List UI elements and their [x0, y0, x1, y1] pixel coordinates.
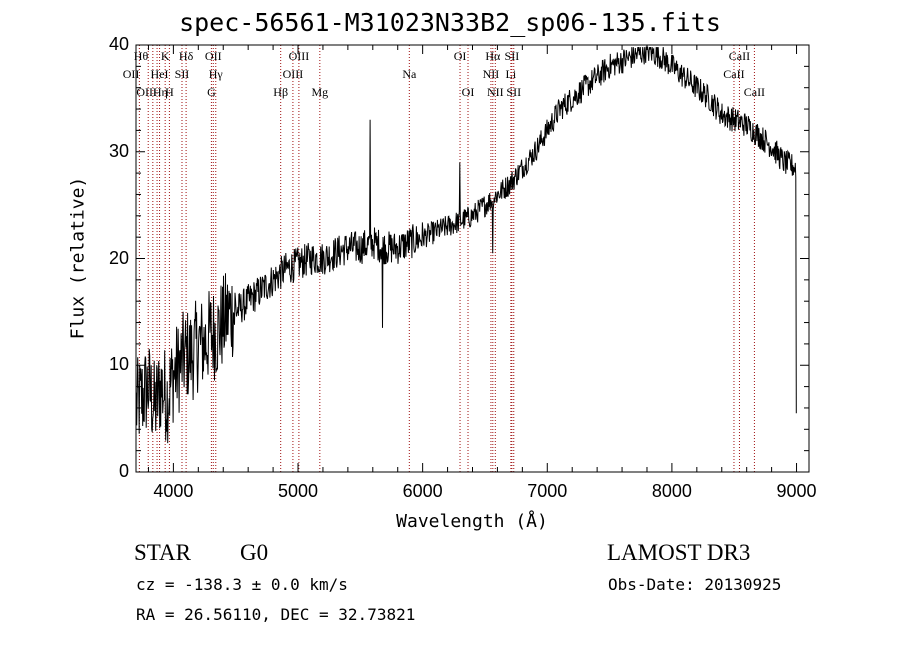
x-tick-label: 7000 — [527, 481, 568, 501]
line-marker-label-22: Hβ — [273, 85, 288, 99]
line-marker-label-19: Hη — [153, 85, 168, 99]
x-tick-label: 9000 — [776, 481, 817, 501]
line-marker-label-10: HeI — [151, 67, 169, 81]
axis-ticks — [136, 44, 809, 473]
line-marker-label-24: OI — [462, 85, 475, 99]
line-marker-label-0: Hθ — [134, 49, 149, 63]
line-marker-label-6: Hα — [485, 49, 501, 63]
line-marker-label-23: Mg — [311, 85, 328, 99]
x-axis-label: Wavelength (Å) — [396, 511, 548, 532]
x-tick-label: 5000 — [277, 481, 319, 501]
line-marker-label-4: OIII — [289, 49, 310, 63]
cz-value: cz = -138.3 ± 0.0 km/s — [136, 575, 348, 594]
line-marker-label-14: Na — [402, 67, 417, 81]
line-marker-label-1: K — [161, 49, 170, 63]
line-marker-label-8: CaII — [729, 49, 750, 63]
line-marker-label-18: OIII — [136, 85, 157, 99]
line-marker-label-11: SII — [175, 67, 190, 81]
line-marker-label-5: OI — [454, 49, 467, 63]
line-marker-label-9: OII — [123, 67, 140, 81]
x-tick-label: 8000 — [651, 481, 692, 501]
line-marker-label-17: CaII — [723, 67, 744, 81]
line-marker-label-2: Hδ — [179, 49, 194, 63]
line-markers — [138, 45, 755, 472]
y-axis-label: Flux (relative) — [67, 176, 89, 340]
line-marker-labels: Hθ K Hδ OII OIII OI Hα SII CaII OII HeI SII Hγ OIII Na… — [123, 49, 765, 99]
object-class: STAR — [134, 540, 191, 565]
y-tick-label: 40 — [108, 34, 129, 54]
x-tick-label: 4000 — [153, 481, 194, 501]
line-marker-label-25: NII — [487, 85, 504, 99]
object-subclass: G0 — [240, 540, 269, 565]
plot-frame — [135, 44, 810, 473]
chart-title: spec-56561-M31023N33B2_sp06-135.fits — [179, 8, 721, 37]
y-tick-label: 10 — [108, 354, 129, 375]
y-tick-label: 30 — [108, 140, 129, 161]
line-marker-label-20: H — [165, 85, 174, 99]
line-marker-label-21: G — [207, 85, 216, 99]
line-marker-label-15: NII — [483, 67, 500, 81]
line-marker-label-26: SII — [506, 85, 521, 99]
y-tick-label: 0 — [118, 461, 129, 481]
obs-date: Obs-Date: 20130925 — [608, 575, 782, 594]
spectrum-series — [135, 46, 797, 444]
line-marker-label-16: Li — [506, 67, 517, 81]
x-tick-label: 6000 — [402, 481, 443, 501]
line-marker-label-3: OII — [205, 49, 222, 63]
line-marker-label-7: SII — [505, 49, 520, 63]
flux-line — [135, 46, 797, 444]
line-marker-label-12: Hγ — [209, 67, 224, 81]
line-marker-label-27: CaII — [744, 85, 765, 99]
y-tick-label: 20 — [108, 247, 129, 268]
coordinates: RA = 26.56110, DEC = 32.73821 — [136, 605, 416, 624]
line-marker-label-13: OIII — [283, 67, 304, 81]
survey-name: LAMOST DR3 — [607, 540, 751, 565]
